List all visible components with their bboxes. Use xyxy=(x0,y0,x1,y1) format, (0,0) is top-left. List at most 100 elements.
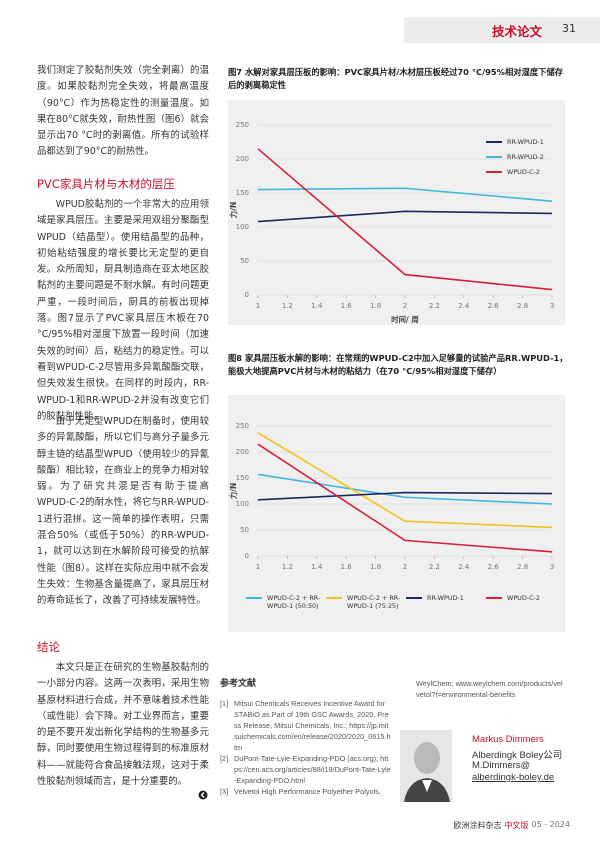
legend-item: WPUD-C-2 + RR-WPUD-1 (75:25) xyxy=(326,594,402,610)
y-tick-label: 50 xyxy=(240,526,249,534)
reference-number: [3] xyxy=(220,787,229,796)
legend-label: RR-WPUD-1 xyxy=(427,594,464,602)
x-tick-label: 2 xyxy=(403,563,407,571)
figure-caption: 图7 水解对家具层压板的影响：PVC家具片材/木材层压板经过70 °C/95%相… xyxy=(228,67,564,90)
x-tick-label: 2.6 xyxy=(488,563,500,571)
author-email: alberdingk-boley.de xyxy=(472,772,555,783)
y-tick-label: 150 xyxy=(236,189,249,197)
reference-number: [1] xyxy=(220,699,229,708)
data-line xyxy=(257,491,553,501)
legend-swatch xyxy=(406,597,422,599)
y-tick-label: 50 xyxy=(240,257,249,265)
x-tick-label: 3 xyxy=(550,302,554,310)
author-photo xyxy=(400,730,452,802)
data-line xyxy=(257,432,553,529)
x-tick-label: 2.2 xyxy=(429,302,440,310)
legend-item: WPUD-C-2 + RR-WPUD-1 (50:50) xyxy=(246,594,322,610)
reference-text: DuPont-Tate-Lyle-Expanding-PDO (acs.org)… xyxy=(234,754,391,785)
y-tick-label: 0 xyxy=(245,552,249,560)
y-tick-label: 200 xyxy=(236,155,249,163)
page-number: 31 xyxy=(562,22,576,35)
header-bar xyxy=(404,17,600,43)
reference-continuation: WeylChem; www.weylchem.com/products/velv… xyxy=(416,679,563,699)
x-tick-label: 3 xyxy=(550,563,554,571)
chart-panel: 0 50 100 150 200 250 1 1.2 1.4 1.6 1.8 2 2.2 2.4 2.6 2.… xyxy=(228,395,565,632)
author-company: Alberdingk Boley公司 xyxy=(472,750,563,761)
legend-label: WPUD-C-2 xyxy=(507,594,540,602)
section-heading: PVC家具片材与木材的层压 xyxy=(37,177,175,191)
author-name: Markus Dimmers xyxy=(472,734,544,745)
legend-item: WPUD-C-2 xyxy=(486,594,562,602)
data-line xyxy=(257,187,553,202)
legend-label: WPUD-C-2 + RR-WPUD-1 (50:50) xyxy=(267,594,321,610)
y-tick-label: 0 xyxy=(245,291,249,299)
x-tick-label: 1.4 xyxy=(311,563,323,571)
author-email: M.Dimmers@ xyxy=(472,760,531,771)
chart: 0 50 100 150 200 250 1 1.2 1.4 1.6 1.8 2 2.2 2.4 2.6 2.… xyxy=(228,121,554,324)
data-line xyxy=(257,473,553,505)
legend-item: RR-WPUD-1 xyxy=(406,594,482,602)
x-tick-label: 2.2 xyxy=(429,563,440,571)
paragraph: 由于无定型WPUD在制备时，使用较多的异氰酸酯，所以它们与高分子量多元醇主链的结… xyxy=(37,416,209,607)
legend-item: RR-WPUD-1 xyxy=(486,138,566,146)
paragraph: 我们测定了胶黏剂失效（完全剥离）的温度。如果胶黏剂完全失效，将最高温度（90°C… xyxy=(37,65,209,158)
legend-label: RR-WPUD-2 xyxy=(507,153,544,161)
x-tick-label: 1 xyxy=(256,302,260,310)
x-tick-label: 2.4 xyxy=(458,563,470,571)
reference: [2] DuPont-Tate-Lyle-Expanding-PDO (acs.o… xyxy=(220,753,392,786)
legend-swatch xyxy=(486,156,502,158)
x-tick-label: 2.6 xyxy=(488,302,500,310)
data-line xyxy=(257,210,553,223)
legend-swatch xyxy=(326,597,342,599)
footer-issue: 05 - 2024 xyxy=(531,820,570,829)
legend-swatch xyxy=(486,171,502,173)
legend-label: WPUD-C-2 + RR-WPUD-1 (75:25) xyxy=(347,594,401,610)
data-line xyxy=(257,148,553,291)
reference-text: Velvetol High Performance Polyether Poly… xyxy=(234,787,381,796)
x-tick-label: 1.8 xyxy=(370,563,381,571)
legend-swatch xyxy=(486,141,502,143)
reference: [1] Mitsui Chemicals Receives Incentive A… xyxy=(220,698,392,753)
legend-swatch xyxy=(486,597,502,599)
y-tick-label: 150 xyxy=(236,474,249,482)
y-axis-label: 力/N xyxy=(228,483,238,500)
y-axis-label: 力/N xyxy=(228,202,238,219)
section-heading: 结论 xyxy=(37,640,60,654)
reference-list: [1] Mitsui Chemicals Receives Incentive A… xyxy=(220,698,392,797)
x-tick-label: 1.2 xyxy=(282,563,293,571)
legend-item: WPUD-C-2 xyxy=(486,168,566,176)
footer-journal: 欧洲涂料杂志 xyxy=(453,821,502,830)
reference-number: [2] xyxy=(220,754,229,763)
x-tick-label: 2.8 xyxy=(517,302,528,310)
chart: 0 50 100 150 200 250 1 1.2 1.4 1.6 1.8 2 2.2 2.4 2.6 2.… xyxy=(228,422,554,571)
x-tick-label: 1.8 xyxy=(370,302,381,310)
section-title: 技术论文 xyxy=(492,24,543,39)
references-title: 参考文献 xyxy=(220,679,257,689)
x-tick-label: 1.4 xyxy=(311,302,323,310)
x-tick-label: 1.6 xyxy=(341,563,353,571)
data-line xyxy=(257,443,553,553)
paragraph: 本文只是正在研究的生物基胶黏剂的一小部分内容。这两一次表明，采用生物基原材料进行… xyxy=(37,662,209,788)
x-tick-label: 1.6 xyxy=(341,302,353,310)
x-tick-label: 2.8 xyxy=(517,563,528,571)
x-axis-label: 时间/ 周 xyxy=(391,314,419,324)
reference: [3] Velvetol High Performance Polyether P… xyxy=(220,786,392,797)
y-tick-label: 250 xyxy=(236,121,249,129)
y-tick-label: 100 xyxy=(236,500,249,508)
x-tick-label: 2.4 xyxy=(458,302,470,310)
y-tick-label: 200 xyxy=(236,448,249,456)
legend-label: RR-WPUD-1 xyxy=(507,138,544,146)
footer: 欧洲涂料杂志 中文版 05 - 2024 xyxy=(453,820,570,831)
x-tick-label: 1 xyxy=(256,563,260,571)
y-tick-label: 100 xyxy=(236,223,249,231)
legend-item: RR-WPUD-2 xyxy=(486,153,566,161)
end-mark xyxy=(198,790,208,800)
x-tick-label: 2 xyxy=(403,302,407,310)
figure-caption: 图8 家具层压板水解的影响：在常规的WPUD-C2中加入足够量的试验产品RR.W… xyxy=(228,353,568,376)
reference-text: Mitsui Chemicals Receives Incentive Awar… xyxy=(234,699,391,752)
legend-swatch xyxy=(246,597,262,599)
y-tick-label: 250 xyxy=(236,422,249,430)
chart-panel: 0 50 100 150 200 250 1 1.2 1.4 1.6 1.8 2 2.2 2.4 2.6 2.… xyxy=(228,100,565,325)
footer-edition: 中文版 xyxy=(504,821,529,830)
